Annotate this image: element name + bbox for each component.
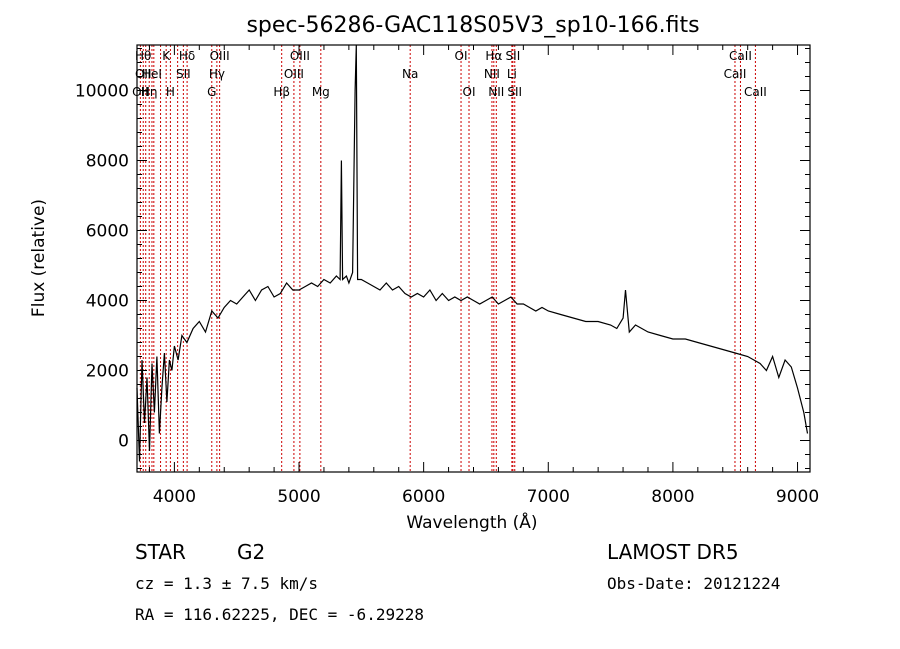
line-marker-label: Hη (141, 85, 158, 99)
line-markers (139, 45, 756, 472)
y-axis-label: Flux (relative) (29, 199, 49, 317)
object-class: STAR (135, 540, 186, 564)
line-marker-label: OIII (290, 49, 310, 63)
x-tick-label: 9000 (776, 487, 819, 507)
redshift-velocity: cz = 1.3 ± 7.5 km/s (135, 574, 319, 593)
x-axis-ticks: 4000 5000 6000 7000 8000 9000 (148, 45, 819, 507)
line-marker-label: H (166, 85, 175, 99)
line-marker-label: Mg (312, 85, 330, 99)
object-subclass: G2 (237, 540, 266, 564)
line-marker-label: Hδ (179, 49, 195, 63)
line-marker-label: G (207, 85, 216, 99)
line-marker-label: HeI (142, 67, 162, 81)
x-tick-label: 5000 (277, 487, 320, 507)
plot-frame (136, 44, 811, 473)
y-tick-label: 8000 (86, 152, 129, 172)
y-tick-label: 6000 (86, 222, 129, 242)
line-marker-label: SII (506, 49, 521, 63)
line-marker-label: Hθ (135, 49, 151, 63)
line-marker-label: K (162, 49, 171, 63)
line-marker-label: NII (488, 85, 504, 99)
line-marker-label: OII (132, 85, 149, 99)
x-tick-label: 6000 (402, 487, 445, 507)
line-marker-label: OIII (284, 67, 304, 81)
coordinates: RA = 116.62225, DEC = -6.29228 (135, 605, 424, 624)
y-tick-label: 10000 (75, 82, 129, 102)
line-marker-label: CaII (729, 49, 752, 63)
x-tick-label: 7000 (527, 487, 570, 507)
line-marker-label: SII (507, 85, 522, 99)
line-marker-label: CaII (744, 85, 767, 99)
survey-name: LAMOST DR5 (607, 540, 739, 564)
line-marker-label: Hβ (273, 85, 290, 99)
observation-date: Obs-Date: 20121224 (607, 574, 781, 593)
line-marker-label: CaII (724, 67, 747, 81)
x-tick-label: 8000 (651, 487, 694, 507)
line-marker-label: Li (507, 67, 517, 81)
y-tick-label: 0 (118, 432, 129, 452)
chart-title: spec-56286-GAC118S05V3_sp10-166.fits (246, 13, 699, 38)
line-marker-label: Hγ (209, 67, 225, 81)
line-marker-label: SII (176, 67, 191, 81)
line-marker-label: OI (455, 49, 468, 63)
y-axis-ticks: 0 2000 4000 6000 8000 10000 (75, 48, 810, 469)
line-marker-label: OII (135, 67, 152, 81)
x-axis-label: Wavelength (Å) (406, 511, 537, 533)
line-marker-labels: OIIHθOIIHηHeIKHSIIHδGHγOIIIHβOIIIOIIIMgN… (132, 49, 767, 99)
y-tick-label: 2000 (86, 362, 129, 382)
y-tick-label: 4000 (86, 292, 129, 312)
line-marker-label: OI (463, 85, 476, 99)
line-marker-label: OIII (210, 49, 230, 63)
line-marker-label: NII (484, 67, 500, 81)
x-tick-label: 4000 (153, 487, 196, 507)
line-marker-label: Hα (485, 49, 502, 63)
spectrum-line (136, 44, 809, 462)
line-marker-label: Na (402, 67, 418, 81)
